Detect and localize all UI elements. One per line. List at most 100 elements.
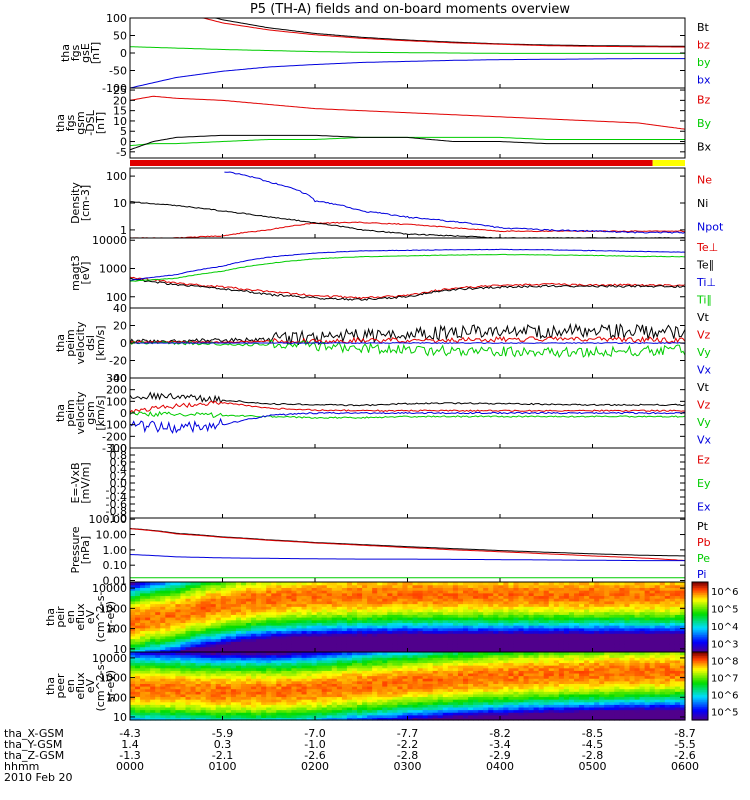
spectrogram-cell bbox=[261, 686, 267, 690]
spectrogram-cell bbox=[185, 649, 192, 653]
spectrogram-cell bbox=[180, 675, 187, 679]
spectrogram-cell bbox=[609, 606, 615, 610]
spectrogram-cell bbox=[210, 662, 217, 666]
spectrogram-cell bbox=[664, 611, 671, 615]
spectrogram-cell bbox=[346, 683, 353, 687]
spectrogram-cell bbox=[311, 614, 318, 618]
spectrogram-cell bbox=[543, 649, 550, 653]
spectrogram-cell bbox=[190, 617, 197, 621]
spectrogram-cell bbox=[377, 598, 383, 602]
spectrogram-cell bbox=[382, 680, 388, 684]
spectrogram-cell bbox=[397, 701, 404, 705]
spectrogram-cell bbox=[442, 600, 449, 605]
spectrogram-cell bbox=[402, 680, 409, 684]
spectrogram-cell bbox=[669, 649, 676, 653]
spectrogram-cell bbox=[256, 619, 262, 623]
spectrogram-cell bbox=[457, 686, 464, 690]
spectrogram-cell bbox=[357, 614, 363, 618]
spectrogram-cell bbox=[357, 611, 363, 615]
spectrogram-cell bbox=[321, 638, 328, 642]
spectrogram-cell bbox=[180, 622, 187, 626]
spectrogram-cell bbox=[336, 675, 343, 679]
spectrogram-cell bbox=[372, 714, 378, 718]
spectrogram-cell bbox=[281, 595, 288, 599]
spectrogram-cell bbox=[382, 641, 388, 645]
spectrogram-cell bbox=[548, 622, 555, 626]
spectrogram-cell bbox=[235, 592, 242, 597]
spectrogram-cell bbox=[180, 649, 187, 653]
spectrogram-cell bbox=[523, 611, 530, 615]
spectrogram-cell bbox=[140, 595, 146, 599]
spectrogram-cell bbox=[599, 630, 605, 634]
spectrogram-cell bbox=[251, 709, 257, 713]
spectrogram-cell bbox=[241, 699, 247, 703]
spectrogram-cell bbox=[210, 622, 217, 626]
spectrogram-cell bbox=[473, 590, 479, 594]
spectrogram-cell bbox=[362, 587, 368, 591]
spectrogram-cell bbox=[609, 646, 615, 650]
spectrogram-cell bbox=[276, 683, 282, 687]
spectrogram-cell bbox=[427, 641, 434, 645]
spectrogram-cell bbox=[346, 600, 353, 605]
spectrogram-cell bbox=[357, 667, 363, 671]
spectrogram-cell bbox=[230, 638, 237, 642]
spectrogram-cell bbox=[478, 590, 484, 594]
spectrogram-cell bbox=[498, 584, 504, 588]
spectrogram-cell bbox=[352, 641, 358, 645]
spectrogram-cell bbox=[457, 592, 464, 597]
spectrogram-cell bbox=[256, 717, 262, 721]
spectrogram-cell bbox=[574, 592, 580, 597]
spectrogram-cell bbox=[543, 619, 550, 623]
spectrogram-cell bbox=[200, 622, 207, 626]
spectrogram-cell bbox=[362, 590, 368, 594]
spectrogram-cell bbox=[432, 582, 439, 586]
spectrogram-cell bbox=[261, 646, 267, 650]
spectrogram-cell bbox=[538, 582, 545, 586]
spectrogram-cell bbox=[130, 688, 136, 692]
spectrogram-cell bbox=[341, 587, 348, 591]
spectrogram-cell bbox=[357, 617, 363, 621]
spectrogram-cell bbox=[442, 617, 449, 621]
spectrogram-cell bbox=[503, 625, 510, 629]
spectrogram-cell bbox=[160, 652, 166, 656]
spectrogram-cell bbox=[553, 584, 560, 588]
spectrogram-cell bbox=[362, 712, 368, 716]
spectrogram-cell bbox=[473, 582, 479, 586]
spectrogram-cell bbox=[422, 630, 429, 634]
spectrogram-cell bbox=[523, 635, 530, 640]
spectrogram-cell bbox=[437, 693, 444, 698]
spectrogram-cell bbox=[367, 686, 373, 690]
spectrogram-cell bbox=[321, 590, 328, 594]
spectrogram-cell bbox=[251, 659, 257, 664]
spectrogram-cell bbox=[241, 678, 247, 682]
spectrogram-cell bbox=[306, 693, 313, 698]
spectrogram-cell bbox=[463, 603, 469, 607]
spectrogram-cell bbox=[326, 643, 333, 648]
spectrogram-cell bbox=[432, 611, 439, 615]
spectrogram-cell bbox=[654, 619, 661, 623]
legend-bz: bz bbox=[697, 38, 710, 51]
spectrogram-cell bbox=[442, 675, 449, 679]
spectrogram-cell bbox=[311, 630, 318, 634]
spectrogram-cell bbox=[493, 627, 499, 632]
spectrogram-cell bbox=[427, 665, 434, 669]
spectrogram-cell bbox=[190, 603, 197, 607]
spectrogram-cell bbox=[220, 649, 227, 653]
spectrogram-cell bbox=[437, 706, 444, 711]
spectrogram-cell bbox=[579, 584, 585, 588]
spectrogram-cell bbox=[473, 603, 479, 607]
spectrogram-cell bbox=[241, 693, 247, 698]
spectrogram-cell bbox=[190, 614, 197, 618]
spectrogram-cell bbox=[452, 627, 459, 632]
spectrogram-cell bbox=[225, 630, 232, 634]
spectrogram-cell bbox=[346, 699, 353, 703]
spectrogram-cell bbox=[225, 667, 232, 671]
spectrogram-cell bbox=[664, 635, 671, 640]
spectrogram-cell bbox=[180, 614, 187, 618]
spectrogram-cell bbox=[215, 693, 222, 698]
spectrogram-cell bbox=[266, 654, 272, 658]
spectrogram-cell bbox=[251, 643, 257, 648]
spectrogram-cell bbox=[150, 686, 156, 690]
spectrogram-cell bbox=[654, 595, 661, 599]
spectrogram-cell bbox=[372, 717, 378, 721]
